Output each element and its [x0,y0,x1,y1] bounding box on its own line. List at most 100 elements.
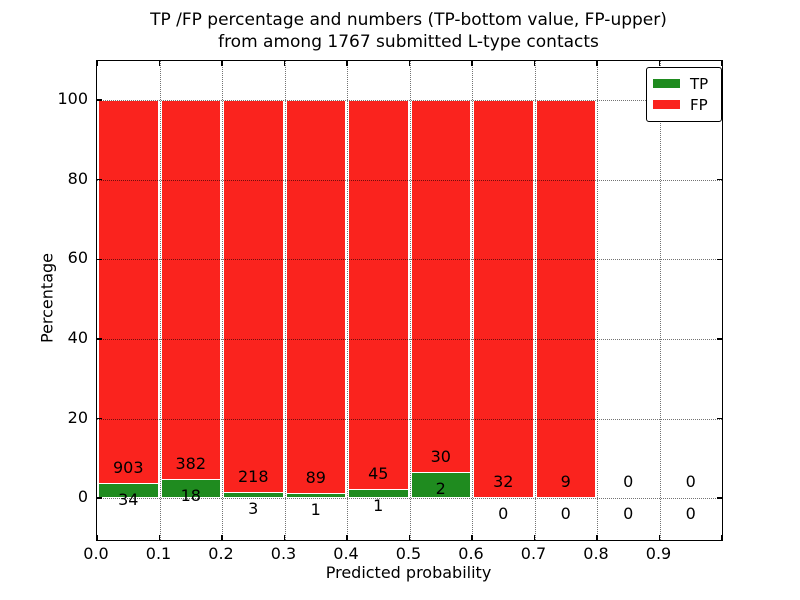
y-tick-label: 60 [67,248,88,268]
bar-segment-tp [285,493,346,499]
bar-segment-fp [410,100,471,474]
h-gridline [97,179,722,181]
fp-count-label: 45 [368,463,389,483]
x-tick-label: 0.3 [270,544,297,563]
bar-segment-fp [473,100,534,499]
h-gridline [97,100,722,102]
fp-count-label: 9 [560,472,571,492]
x-tick-mark [471,535,473,540]
tp-count-label: 0 [623,504,634,524]
bar-segment-tp [223,492,284,499]
v-gridline [659,61,661,540]
bar-segment-tp [410,473,471,499]
x-tick-mark [158,61,161,66]
bar-segment-fp [160,100,221,481]
y-tick-mark [97,338,102,340]
v-gridline [597,61,598,540]
h-gridline [97,498,722,500]
chart-title-line-2: from among 1767 submitted L-type contact… [218,32,599,52]
bar-segment-fp [348,100,409,490]
x-tick-mark [221,61,223,66]
y-tick-label: 40 [67,327,88,347]
y-axis-label: Percentage [37,252,57,344]
v-gridline [472,61,473,540]
legend-entry-fp: FP [653,94,715,115]
tp-count-label: 1 [310,499,321,519]
y-tick-label: 20 [67,407,88,427]
y-tick-mark [717,497,722,499]
x-tick-mark [658,535,661,540]
x-tick-mark [96,61,98,66]
y-tick-label: 80 [67,168,88,188]
x-tick-label: 0.8 [583,544,609,563]
tp-color-swatch-icon [653,79,680,88]
x-tick-label: 0.1 [145,544,172,563]
v-gridline [534,61,536,540]
bar-segment-tp [160,480,221,499]
fp-count-label: 903 [112,457,144,477]
x-tick-label: 0.5 [395,544,422,563]
y-tick-mark [717,258,722,261]
fp-count-label: 0 [623,472,634,492]
x-tick-mark [471,61,473,66]
tp-count-label: 0 [498,504,509,524]
x-tick-mark [533,61,536,66]
fp-color-swatch-icon [653,100,680,109]
tp-count-label: 18 [180,486,201,506]
bar-segment-fp [535,100,596,499]
fp-count-label: 382 [175,454,207,474]
tp-count-label: 0 [560,504,571,524]
y-tick-mark [97,258,102,261]
v-gridline [284,61,286,540]
y-tick-mark [97,497,102,499]
y-tick-mark [97,178,102,181]
bar-segment-tp [348,489,409,499]
x-tick-mark [96,535,98,540]
y-tick-label: 100 [57,89,88,109]
x-tick-mark [346,535,348,540]
x-tick-mark [721,535,723,540]
y-tick-mark [97,99,102,101]
h-gridline [97,338,722,340]
x-tick-label: 0.2 [208,544,234,563]
tp-count-label: 0 [685,504,696,524]
v-gridline [347,61,348,540]
h-gridline [97,259,722,261]
x-tick-mark [408,61,411,66]
x-tick-mark [596,535,598,540]
bar-segment-fp [223,100,284,493]
x-tick-label: 0.7 [520,544,547,563]
x-tick-mark [221,535,223,540]
bar-segment-fp [285,100,346,494]
h-gridline [97,418,722,420]
legend-label-fp: FP [690,95,708,114]
x-tick-mark [283,535,286,540]
x-tick-label: 0.6 [458,544,484,563]
chart-title-line-1: TP /FP percentage and numbers (TP-bottom… [150,10,667,30]
y-tick-mark [717,338,722,340]
y-tick-mark [717,417,722,420]
bar-segment-fp [98,100,159,484]
fp-count-label: 89 [305,467,326,487]
plot-area: 903 34 382 18 218 3 89 1 45 1 30 2 32 0 9 0 0 0 0 0 TP FP [96,60,723,541]
x-tick-mark [596,61,598,66]
x-tick-mark [533,535,536,540]
v-gridline [159,61,161,540]
chart-title: TP /FP percentage and numbers (TP-bottom… [96,9,721,53]
legend-label-tp: TP [690,74,709,93]
tp-count-label: 34 [118,489,139,509]
x-tick-mark [658,61,661,66]
y-tick-label: 0 [77,487,88,507]
x-tick-label: 0.9 [645,544,672,563]
x-tick-label: 0.4 [333,544,359,563]
x-tick-mark [283,61,286,66]
tp-count-label: 1 [373,495,384,515]
x-tick-mark [346,61,348,66]
v-gridline [222,61,223,540]
y-tick-mark [97,417,102,420]
tp-count-label: 2 [435,479,446,499]
fp-count-label: 32 [493,472,514,492]
x-axis-label: Predicted probability [325,563,492,582]
x-tick-mark [408,535,411,540]
